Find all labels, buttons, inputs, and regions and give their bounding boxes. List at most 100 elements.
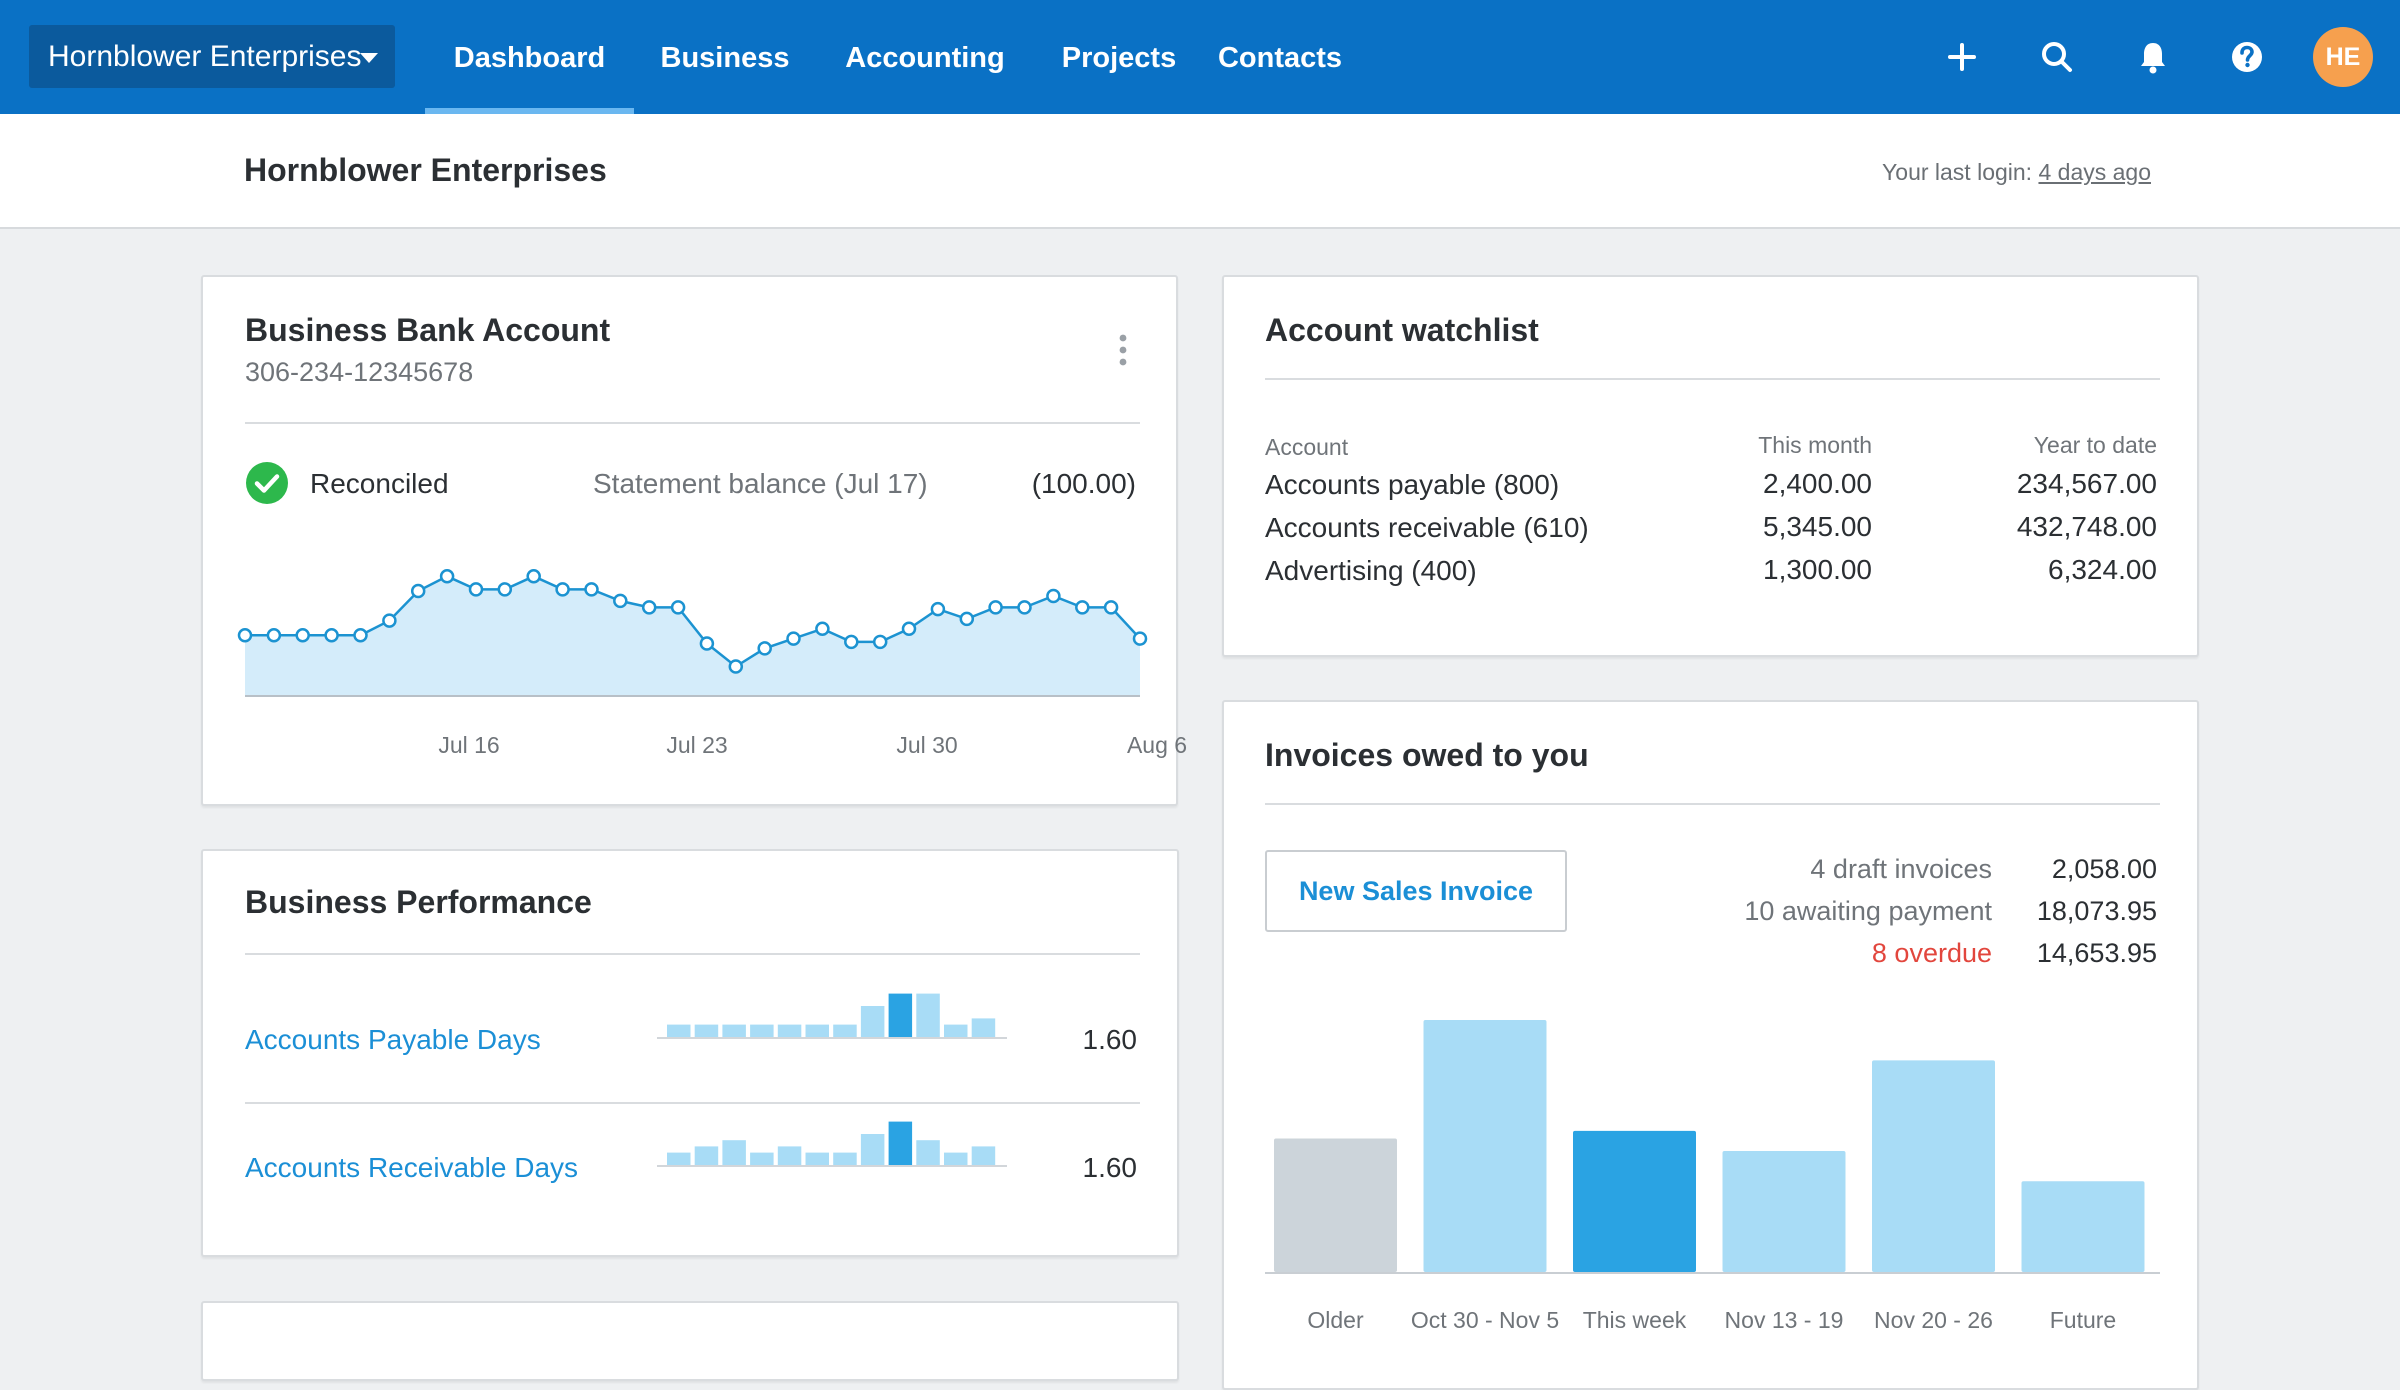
balance-point [410, 583, 426, 599]
balance-point [353, 628, 368, 643]
sparkline-bar [860, 1134, 885, 1165]
invoice-bar [1722, 1151, 1846, 1272]
balance-point [1075, 600, 1090, 615]
balance-point [757, 641, 772, 656]
x-tick-label: Future [2050, 1307, 2116, 1333]
invoice-bar [1573, 1130, 1696, 1272]
bank-balance-chart [237, 569, 1148, 697]
page-title: Hornblower Enterprises [244, 152, 607, 188]
x-tick-label: Older [1307, 1307, 1364, 1333]
sparkline-bar [694, 1024, 719, 1037]
balance-point [468, 582, 484, 597]
draft-invoices-label[interactable]: 4 draft invoices [1810, 854, 1992, 884]
sparkline-bar [833, 1024, 857, 1037]
search-icon[interactable] [2033, 33, 2081, 81]
balance-point [295, 628, 310, 643]
column-header-this-month: This month [1758, 432, 1872, 458]
invoice-bar [1872, 1060, 1995, 1272]
balance-point [988, 600, 1003, 615]
sparkline-bar [694, 1146, 719, 1165]
watchlist-this-month: 2,400.00 [1763, 468, 1872, 499]
nav-business[interactable]: Business [660, 42, 790, 74]
watchlist-account-name[interactable]: Accounts receivable (610) [1265, 512, 1589, 543]
invoices-owed-title: Invoices owed to you [1265, 737, 1589, 773]
x-tick-label: This week [1583, 1307, 1687, 1333]
user-avatar[interactable]: HE [2313, 27, 2373, 87]
x-tick-label: Jul 30 [896, 732, 958, 758]
overdue-invoices-value: 14,653.95 [2036, 938, 2157, 968]
invoices-bar-chart: Older Oct 30 - Nov 5 This week Nov 13 - 19 N… [1265, 1020, 2160, 1333]
statement-balance-label: Statement balance (Jul 17) [593, 468, 928, 499]
balance-point [526, 569, 541, 584]
divider [1265, 378, 2160, 380]
new-sales-invoice-button[interactable]: New Sales Invoice [1265, 850, 1567, 932]
balance-point [699, 636, 715, 651]
sparkline-bar [944, 1024, 968, 1037]
balance-point [1132, 631, 1148, 646]
balance-point [613, 593, 628, 609]
accounts-receivable-sparkline [657, 1121, 1007, 1167]
watchlist-year-to-date: 234,567.00 [2016, 468, 2157, 499]
sparkline-bar [667, 1024, 691, 1037]
awaiting-payment-label[interactable]: 10 awaiting payment [1744, 896, 1992, 926]
balance-point [641, 600, 657, 615]
balance-point [1017, 600, 1032, 615]
watchlist-account-name[interactable]: Advertising (400) [1265, 555, 1477, 586]
balance-point [584, 582, 599, 597]
accounts-payable-days-value: 1.60 [1082, 1024, 1138, 1055]
watchlist-account-name[interactable]: Accounts payable (800) [1265, 469, 1560, 500]
balance-point [1046, 588, 1061, 604]
balance-point [930, 601, 946, 617]
divider [245, 953, 1140, 955]
x-tick-label: Oct 30 - Nov 5 [1411, 1307, 1559, 1333]
overdue-invoices-label[interactable]: 8 overdue [1871, 938, 1992, 968]
sparkline-bar [777, 1024, 802, 1037]
sparkline-bar [944, 1152, 968, 1165]
last-login-link[interactable]: 4 days ago [2038, 159, 2151, 185]
account-watchlist-title: Account watchlist [1265, 312, 1539, 348]
sparkline-bar [750, 1152, 774, 1165]
notifications-bell-icon[interactable] [2129, 33, 2177, 81]
sparkline-bar [805, 1152, 829, 1165]
business-performance-card: Business Performance Accounts Payable Da… [201, 849, 1179, 1257]
bank-account-card: Business Bank Account 306-234-12345678 R… [201, 275, 1187, 806]
top-navigation-bar: Hornblower Enterprises Dashboard Busines… [0, 0, 2400, 114]
invoice-bar [1274, 1138, 1397, 1272]
help-icon[interactable] [2223, 33, 2271, 81]
page-header: Hornblower Enterprises Your last login: … [0, 114, 2400, 229]
balance-point [266, 628, 282, 643]
organisation-switcher[interactable]: Hornblower Enterprises [29, 25, 395, 88]
nav-dashboard[interactable]: Dashboard [425, 0, 634, 114]
sparkline-bar [888, 993, 913, 1037]
more-options-icon[interactable] [1117, 333, 1129, 367]
nav-accounting[interactable]: Accounting [845, 42, 1005, 74]
nav-projects[interactable]: Projects [1061, 42, 1177, 74]
business-performance-title: Business Performance [245, 884, 592, 920]
nav-contacts[interactable]: Contacts [1217, 42, 1343, 74]
balance-point [670, 600, 686, 615]
invoices-owed-card: Invoices owed to you New Sales Invoice 4… [1222, 700, 2199, 1390]
balance-area [245, 576, 1140, 696]
balance-point [1103, 600, 1119, 615]
account-number: 306-234-12345678 [245, 357, 474, 387]
sparkline-bar [860, 1006, 885, 1037]
organisation-name: Hornblower Enterprises [48, 40, 362, 73]
accounts-receivable-days-value: 1.60 [1082, 1152, 1138, 1183]
reconciled-label: Reconciled [310, 468, 449, 499]
x-tick-label: Nov 20 - 26 [1874, 1307, 1993, 1333]
accounts-payable-days-link[interactable]: Accounts Payable Days [245, 1024, 541, 1055]
accounts-receivable-days-link[interactable]: Accounts Receivable Days [245, 1152, 579, 1183]
balance-point [959, 611, 975, 627]
invoice-bar [2021, 1181, 2145, 1272]
balance-point [901, 621, 917, 637]
sparkline-bar [722, 1024, 746, 1037]
balance-point [815, 621, 830, 637]
statement-balance-value[interactable]: (100.00) [1031, 468, 1136, 499]
watchlist-year-to-date: 432,748.00 [2016, 511, 2157, 542]
sparkline-bar [833, 1152, 857, 1165]
add-icon[interactable] [1938, 33, 1986, 81]
sparkline-bar [971, 1018, 996, 1037]
awaiting-payment-value: 18,073.95 [2036, 896, 2157, 926]
watchlist-this-month: 5,345.00 [1763, 511, 1872, 542]
account-watchlist-card: Account watchlist Account This month Yea… [1222, 275, 2199, 657]
